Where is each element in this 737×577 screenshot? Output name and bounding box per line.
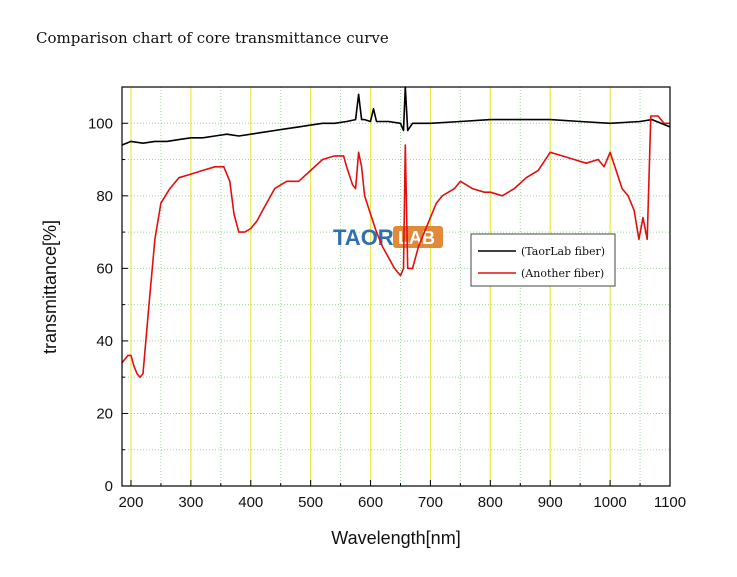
series-line-2	[121, 115, 670, 378]
legend: (TaorLab fiber) (Another fiber)	[470, 233, 616, 287]
x-tick-label: 1100	[654, 494, 686, 511]
y-tick-label: 80	[96, 188, 113, 205]
x-tick-label: 200	[118, 494, 143, 511]
x-tick-label: 1000	[593, 494, 626, 511]
y-tick-label: 60	[96, 260, 113, 277]
watermark-badge	[393, 226, 443, 248]
series-line-1	[121, 86, 671, 146]
watermark-text-left: TAOR	[333, 225, 394, 250]
x-tick-label: 800	[478, 494, 503, 511]
plot-frame	[121, 86, 671, 487]
x-tick-label: 300	[178, 494, 203, 511]
x-tick-label: 400	[238, 494, 263, 511]
series-lines	[121, 86, 671, 378]
y-tick-label: 100	[88, 115, 113, 132]
legend-label-1: (TaorLab fiber)	[521, 245, 605, 258]
x-tick-label: 700	[418, 494, 443, 511]
legend-label-2: (Another fiber)	[521, 267, 604, 280]
axis-ticks: 200 300 400 500 600 700 800 900 1000 1100 0 20 40 60 8…	[88, 115, 686, 511]
y-axis-title: transmittance[%]	[40, 220, 60, 354]
y-tick-label: 0	[105, 478, 113, 495]
y-tick-label: 20	[96, 405, 113, 422]
page-title: Comparison chart of core transmittance c…	[36, 29, 389, 47]
x-tick-label: 500	[298, 494, 323, 511]
legend-box	[470, 233, 616, 287]
y-tick-label: 40	[96, 333, 113, 350]
x-tick-label: 600	[358, 494, 383, 511]
x-axis-title: Wavelength[nm]	[331, 528, 460, 548]
x-tick-label: 900	[538, 494, 563, 511]
